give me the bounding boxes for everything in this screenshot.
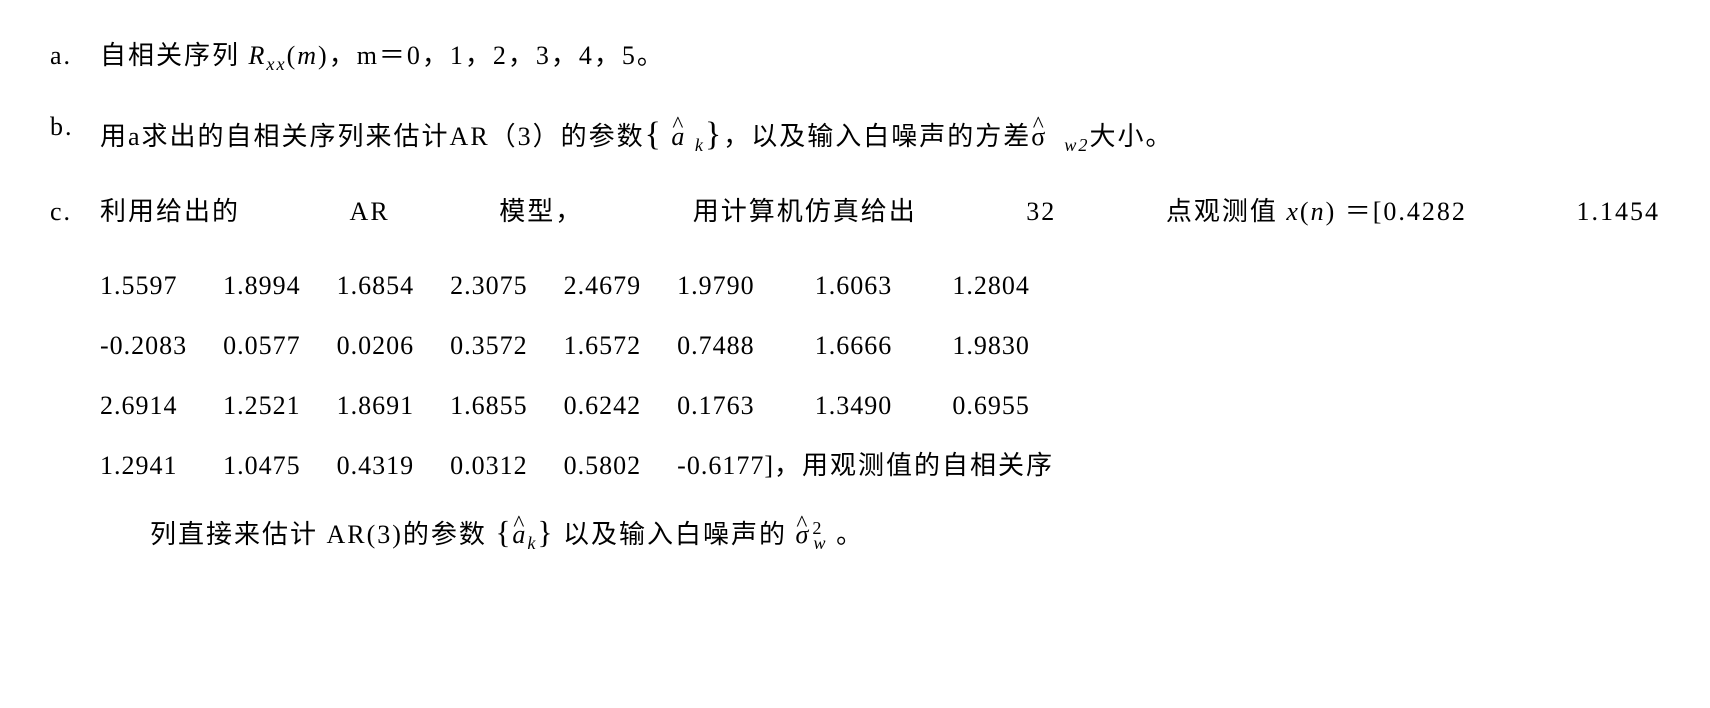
table-cell: 0.6955 xyxy=(952,376,1090,436)
table-cell: 1.5597 xyxy=(100,256,223,316)
hat-mark-icon: ^ xyxy=(672,102,685,149)
item-c-line1: 利用给出的 AR 模型， 用计算机仿真给出 32 点观测值 x(n) ＝[0.4… xyxy=(100,186,1660,238)
table-row: -0.20830.05770.02060.35721.65720.74881.6… xyxy=(100,316,1090,376)
trail-text: ，用观测值的自相关序 xyxy=(774,451,1054,480)
item-a: a. 自相关序列 Rxx(m)，m＝0，1，2，3，4，5。 xyxy=(50,30,1660,83)
observation-data-table: 1.55971.89941.68542.30752.46791.97901.60… xyxy=(100,256,1090,496)
item-b: b. 用a求出的自相关序列来估计AR（3）的参数{ a^ k}，以及输入白噪声的… xyxy=(50,101,1660,169)
item-c-final-line: 列直接来估计 AR(3)的参数 {a^k} 以及输入白噪声的 σ^2w 。 xyxy=(100,502,1660,564)
table-cell: 1.8994 xyxy=(223,256,337,316)
n-arg: n xyxy=(1311,197,1326,226)
table-cell: 1.2804 xyxy=(952,256,1090,316)
firstval1: 0.4282 xyxy=(1383,197,1467,226)
x-var: x xyxy=(1286,197,1300,226)
table-cell: 1.6855 xyxy=(450,376,564,436)
final-brace-open: { xyxy=(495,515,512,550)
sigma-hat-mark-icon: ^ xyxy=(1033,102,1046,149)
table-row: 1.29411.04750.43190.03120.5802-0.6177]，用… xyxy=(100,436,1090,496)
item-b-mid-text: ，以及输入白噪声的方差 xyxy=(723,122,1031,151)
r-subscript: xx xyxy=(266,54,286,74)
final-pre: 列直接来估计 AR(3)的参数 xyxy=(150,520,495,549)
item-a-post-text: ，m＝0，1，2，3，4，5。 xyxy=(329,41,665,70)
final-sigma-hat-mark-icon: ^ xyxy=(796,501,809,548)
table-cell: 2.3075 xyxy=(450,256,564,316)
table-cell: 0.1763 xyxy=(677,376,815,436)
a-hat: a^ xyxy=(671,111,686,163)
final-mid: 以及输入白噪声的 xyxy=(554,520,795,549)
item-b-post-text: 大小。 xyxy=(1089,122,1173,151)
c-seg6-wrap: 点观测值 x(n) ＝[0.4282 xyxy=(1166,186,1467,238)
k-sub: k xyxy=(695,135,705,155)
table-cell: 0.4319 xyxy=(337,436,451,496)
final-a-hat: a^ xyxy=(512,509,527,561)
c-seg5: 32 xyxy=(1026,186,1056,238)
table-cell: 0.6242 xyxy=(564,376,678,436)
c-seg4: 用计算机仿真给出 xyxy=(693,186,917,238)
table-cell: 1.8691 xyxy=(337,376,451,436)
table-cell: 1.6063 xyxy=(815,256,953,316)
table-cell: 1.9790 xyxy=(677,256,815,316)
table-cell: 1.9830 xyxy=(952,316,1090,376)
n-open: ( xyxy=(1300,197,1311,226)
table-cell: 0.5802 xyxy=(564,436,678,496)
table-row: 1.55971.89941.68542.30752.46791.97901.60… xyxy=(100,256,1090,316)
table-cell: 1.0475 xyxy=(223,436,337,496)
sigma-hat: σ^ xyxy=(1031,111,1047,163)
final-k-sub: k xyxy=(527,533,537,553)
c-seg1: 利用给出的 xyxy=(100,186,240,238)
item-c: c. 利用给出的 AR 模型， 用计算机仿真给出 32 点观测值 x(n) ＝[… xyxy=(50,186,1660,238)
item-a-pre-text: 自相关序列 xyxy=(100,41,249,70)
table-cell: 0.0206 xyxy=(337,316,451,376)
table-cell: 1.6854 xyxy=(337,256,451,316)
m-arg: m xyxy=(297,41,318,70)
table-cell: 1.6572 xyxy=(564,316,678,376)
firstval2: 1.1454 xyxy=(1576,186,1660,238)
eq-bracket: ＝[ xyxy=(1336,197,1383,226)
table-cell: 0.0577 xyxy=(223,316,337,376)
item-b-label: b. xyxy=(50,101,100,169)
last-value: -0.6177] xyxy=(677,451,774,480)
brace-close: } xyxy=(705,116,723,153)
paren-close: ) xyxy=(318,41,329,70)
c-seg2: AR xyxy=(350,186,390,238)
table-cell: 0.7488 xyxy=(677,316,815,376)
table-cell: 2.6914 xyxy=(100,376,223,436)
table-cell: 1.6666 xyxy=(815,316,953,376)
table-cell: 0.0312 xyxy=(450,436,564,496)
brace-open: { xyxy=(645,116,663,153)
c-seg3: 模型， xyxy=(499,186,583,238)
table-cell: 1.3490 xyxy=(815,376,953,436)
n-close: ) xyxy=(1326,197,1337,226)
r-symbol: R xyxy=(249,41,267,70)
final-period: 。 xyxy=(828,520,865,549)
c-seg6: 点观测值 xyxy=(1166,197,1278,226)
item-a-content: 自相关序列 Rxx(m)，m＝0，1，2，3，4，5。 xyxy=(100,30,1660,83)
final-brace-close: } xyxy=(538,515,555,550)
table-cell: 1.2521 xyxy=(223,376,337,436)
paren-open: ( xyxy=(287,41,298,70)
w2-sub: w2 xyxy=(1064,135,1089,155)
space1 xyxy=(663,122,672,151)
item-c-content: 利用给出的 AR 模型， 用计算机仿真给出 32 点观测值 x(n) ＝[0.4… xyxy=(100,186,1660,238)
item-b-content: 用a求出的自相关序列来估计AR（3）的参数{ a^ k}，以及输入白噪声的方差σ… xyxy=(100,101,1660,169)
final-hat-mark-icon: ^ xyxy=(513,501,526,548)
final-sigma-hat: σ^ xyxy=(796,509,811,561)
table-cell: -0.6177]，用观测值的自相关序 xyxy=(677,436,1090,496)
table-cell: -0.2083 xyxy=(100,316,223,376)
table-cell: 2.4679 xyxy=(564,256,678,316)
item-c-label: c. xyxy=(50,186,100,238)
table-cell: 0.3572 xyxy=(450,316,564,376)
table-cell: 1.2941 xyxy=(100,436,223,496)
item-b-pre-text: 用a求出的自相关序列来估计AR（3）的参数 xyxy=(100,122,645,151)
item-a-label: a. xyxy=(50,30,100,83)
table-row: 2.69141.25211.86911.68550.62420.17631.34… xyxy=(100,376,1090,436)
final-sigma-sub: w xyxy=(813,533,827,553)
space2 xyxy=(686,122,695,151)
